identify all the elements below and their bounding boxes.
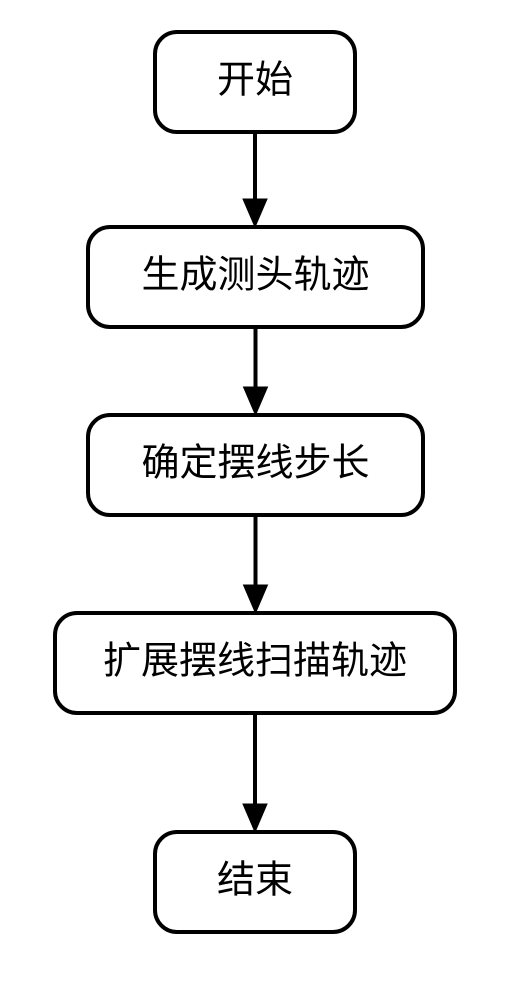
flow-node-label: 生成测头轨迹: [141, 255, 369, 297]
flow-node-label: 结束: [217, 860, 293, 902]
flow-node: 确定摆线步长: [88, 415, 423, 515]
flow-node: 生成测头轨迹: [88, 227, 423, 327]
flow-node-label: 确定摆线步长: [141, 443, 369, 485]
flow-node-label: 开始: [217, 60, 293, 102]
flow-node: 扩展摆线扫描轨迹: [55, 613, 455, 713]
flowchart-svg: 开始生成测头轨迹确定摆线步长扩展摆线扫描轨迹结束: [0, 0, 513, 1000]
flow-node: 开始: [155, 32, 355, 132]
flow-node: 结束: [155, 832, 355, 932]
flow-node-label: 扩展摆线扫描轨迹: [103, 641, 407, 683]
